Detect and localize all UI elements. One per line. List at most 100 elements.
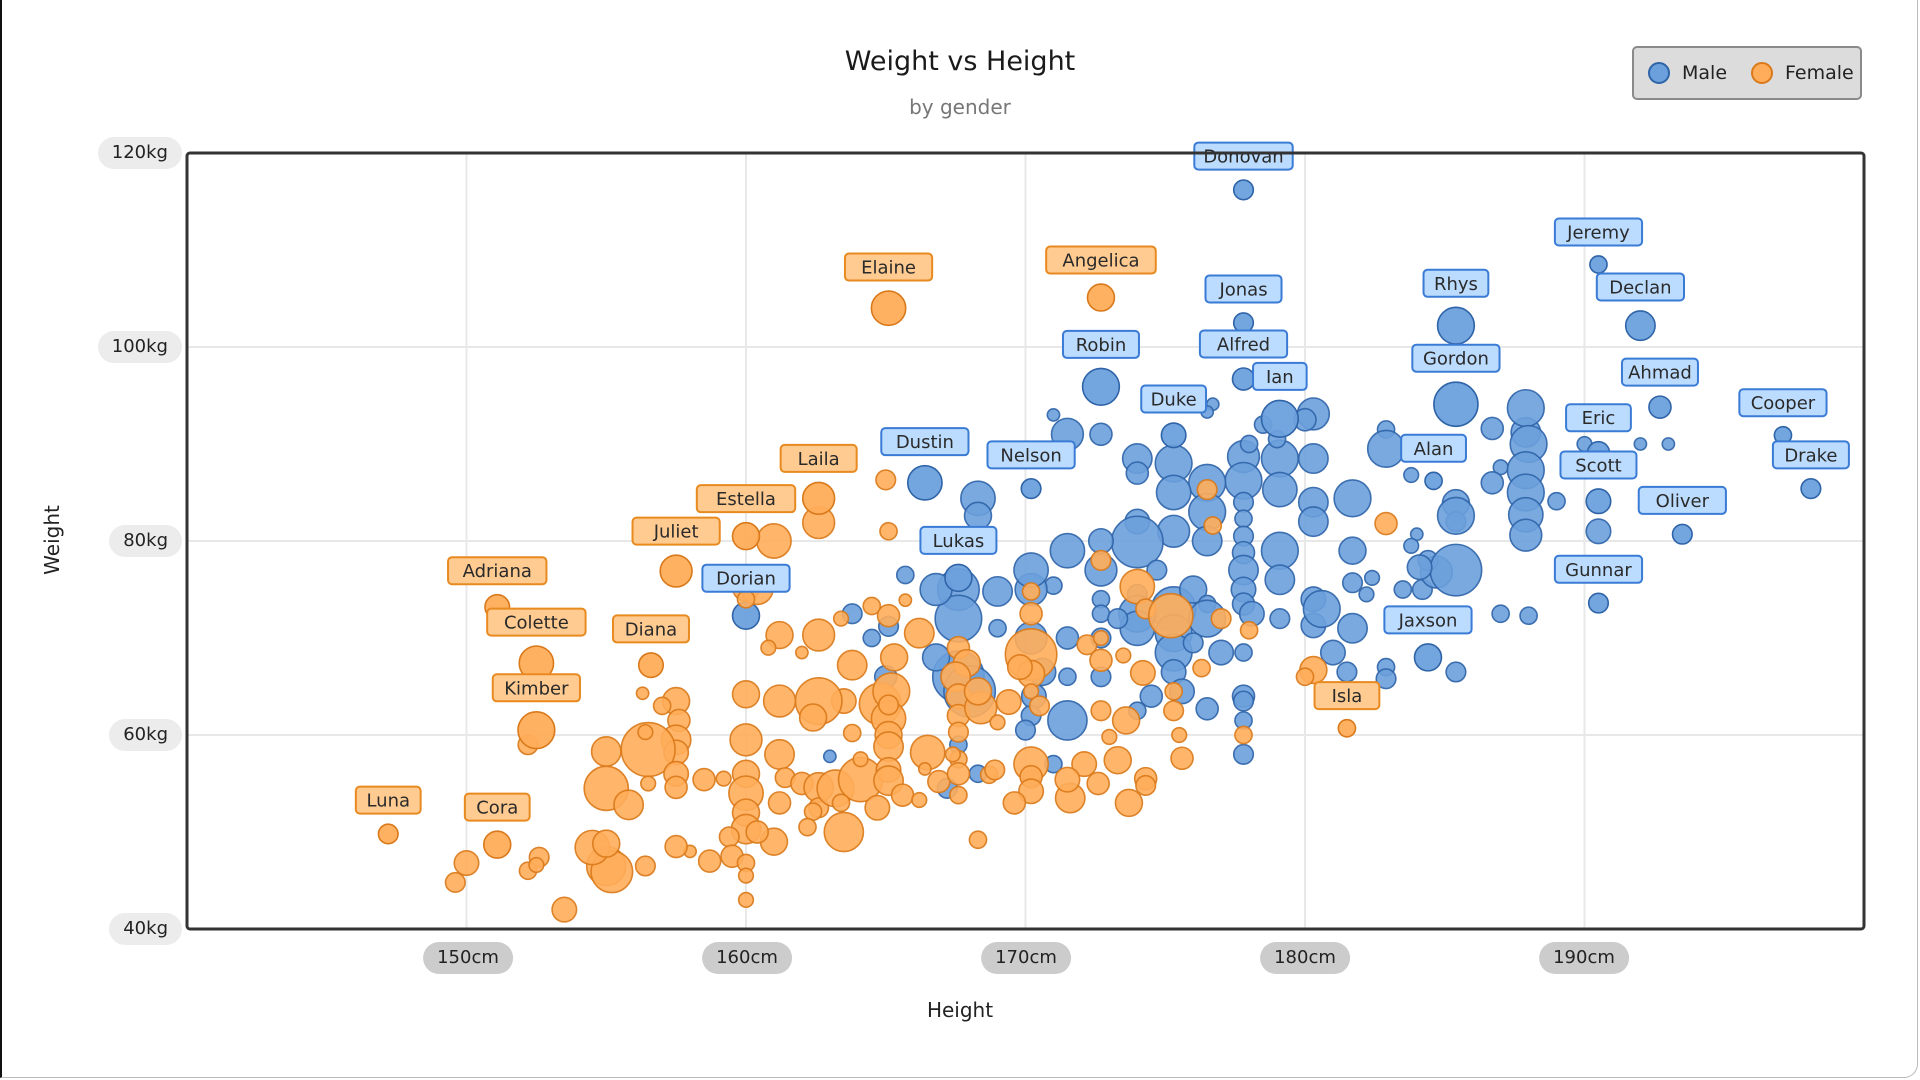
data-point-lukas[interactable] (944, 563, 973, 593)
data-point[interactable] (988, 618, 1007, 638)
data-point[interactable] (1585, 518, 1612, 545)
data-point[interactable] (877, 694, 900, 716)
data-point-dustin[interactable] (906, 464, 943, 501)
data-point[interactable] (1509, 518, 1543, 552)
data-point[interactable] (1129, 659, 1156, 686)
data-point[interactable] (1445, 661, 1467, 683)
data-point[interactable] (1234, 509, 1253, 529)
data-point[interactable] (1374, 511, 1398, 536)
legend-item-female[interactable]: Female (1751, 62, 1854, 84)
data-point[interactable] (634, 855, 656, 877)
data-point[interactable] (898, 593, 913, 608)
data-point[interactable] (1090, 700, 1112, 722)
data-point[interactable] (823, 811, 865, 853)
data-point[interactable] (984, 759, 1006, 781)
data-point[interactable] (1234, 643, 1253, 662)
data-point[interactable] (1087, 527, 1115, 555)
data-point[interactable] (1403, 466, 1420, 484)
data-point[interactable] (1019, 601, 1043, 626)
data-point[interactable] (1363, 569, 1381, 587)
data-point[interactable] (664, 834, 688, 859)
data-point[interactable] (756, 523, 792, 559)
data-point[interactable] (729, 723, 763, 757)
data-point[interactable] (995, 688, 1022, 716)
data-point[interactable] (1491, 604, 1511, 624)
data-point[interactable] (831, 793, 851, 813)
legend-item-male[interactable]: Male (1648, 62, 1727, 84)
data-point[interactable] (1232, 743, 1255, 765)
data-point[interactable] (737, 867, 755, 884)
data-point[interactable] (664, 775, 688, 800)
data-point[interactable] (1208, 639, 1235, 666)
data-point[interactable] (1547, 491, 1566, 511)
data-point[interactable] (949, 785, 968, 805)
data-point[interactable] (1054, 766, 1081, 793)
data-point[interactable] (1103, 745, 1133, 775)
data-point-oliver[interactable] (1671, 523, 1693, 545)
data-point-isla[interactable] (1337, 718, 1357, 738)
data-point[interactable] (1125, 461, 1150, 485)
data-point[interactable] (822, 749, 837, 764)
data-point[interactable] (1170, 746, 1194, 771)
data-point[interactable] (1234, 725, 1253, 745)
data-point[interactable] (1661, 437, 1676, 451)
data-point[interactable] (1135, 774, 1157, 797)
data-point[interactable] (903, 617, 935, 649)
data-point[interactable] (1341, 572, 1364, 594)
data-point[interactable] (1358, 586, 1375, 603)
data-point[interactable] (1115, 647, 1132, 664)
data-point[interactable] (963, 501, 993, 531)
data-point-cora[interactable] (482, 830, 512, 859)
data-point[interactable] (1195, 696, 1219, 721)
data-point[interactable] (444, 871, 466, 894)
data-point[interactable] (1155, 474, 1192, 511)
data-point[interactable] (836, 649, 868, 681)
data-point[interactable] (1393, 580, 1413, 599)
data-point[interactable] (1196, 478, 1218, 501)
data-point[interactable] (1436, 496, 1476, 535)
data-point[interactable] (697, 849, 722, 873)
data-point[interactable] (1338, 536, 1367, 565)
data-point-declan[interactable] (1624, 310, 1656, 342)
data-point[interactable] (1146, 559, 1168, 581)
data-point[interactable] (736, 589, 756, 609)
data-point[interactable] (1366, 429, 1406, 469)
data-point[interactable] (862, 628, 882, 648)
data-point[interactable] (862, 596, 882, 616)
data-point[interactable] (1480, 470, 1505, 495)
data-point[interactable] (613, 789, 645, 821)
data-point[interactable] (731, 679, 761, 709)
data-point[interactable] (946, 761, 971, 786)
data-point[interactable] (1239, 620, 1259, 640)
data-point[interactable] (760, 639, 777, 656)
data-point-donovan[interactable] (1232, 179, 1255, 201)
data-point[interactable] (1264, 564, 1296, 596)
data-point[interactable] (1319, 639, 1346, 666)
data-point[interactable] (737, 891, 755, 909)
data-point[interactable] (832, 610, 850, 627)
data-point[interactable] (1203, 516, 1223, 535)
data-point[interactable] (1403, 537, 1420, 554)
data-point-drake[interactable] (1800, 478, 1822, 500)
data-point-alfred[interactable] (1231, 367, 1256, 391)
data-point[interactable] (895, 565, 915, 585)
data-point[interactable] (1086, 771, 1110, 796)
data-point[interactable] (1092, 629, 1110, 647)
data-point[interactable] (842, 723, 862, 743)
data-point[interactable] (1055, 626, 1080, 650)
data-point[interactable] (1119, 568, 1156, 605)
data-point[interactable] (879, 521, 898, 541)
data-point[interactable] (1111, 706, 1141, 735)
data-point[interactable] (1178, 575, 1208, 604)
data-point-laila[interactable] (801, 481, 836, 516)
data-point[interactable] (803, 802, 823, 822)
data-point[interactable] (794, 645, 809, 660)
data-point[interactable] (1089, 648, 1113, 673)
data-point[interactable] (1232, 491, 1255, 513)
data-point[interactable] (1297, 506, 1329, 538)
data-point[interactable] (1164, 681, 1184, 701)
data-point[interactable] (927, 769, 951, 794)
data-point[interactable] (1047, 700, 1088, 741)
data-point-duke[interactable] (1160, 422, 1187, 449)
data-point[interactable] (1058, 667, 1077, 687)
